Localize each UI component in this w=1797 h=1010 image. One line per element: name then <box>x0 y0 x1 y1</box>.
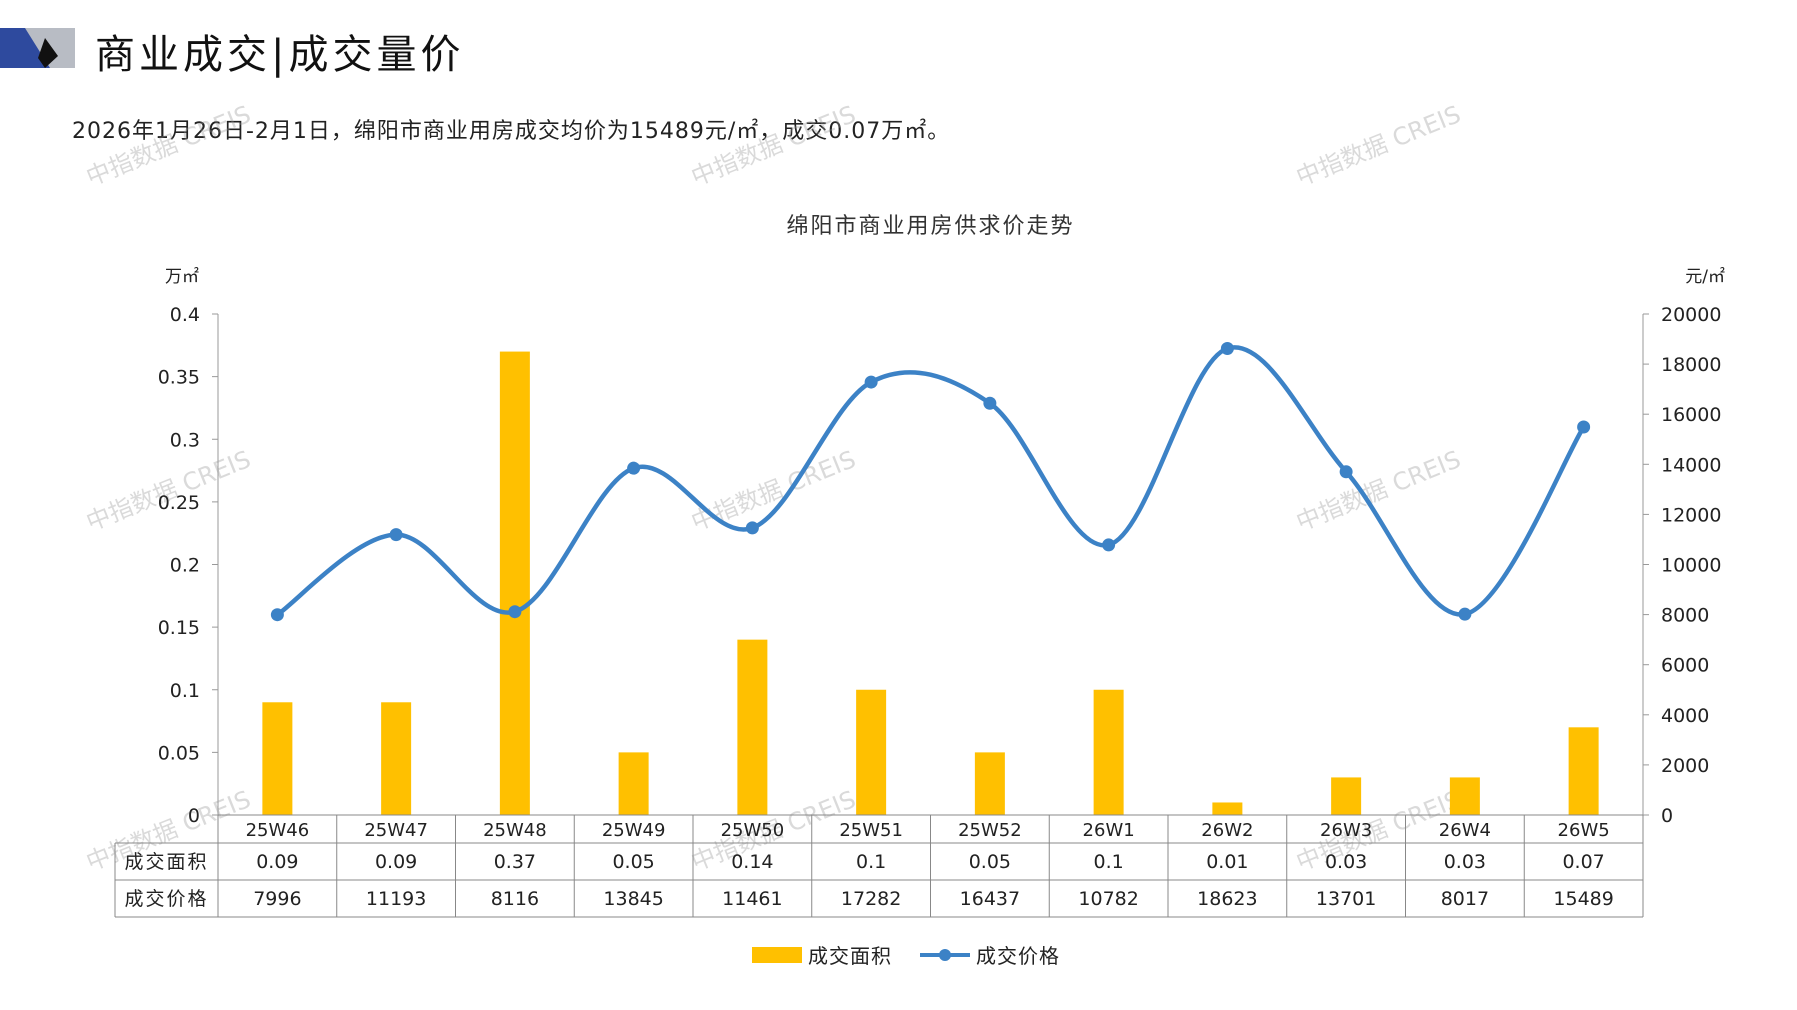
category-label: 26W1 <box>1083 820 1135 841</box>
price-point-26W2 <box>1220 341 1234 355</box>
table-cell: 18623 <box>1197 888 1257 910</box>
y-left-tick-label: 0.4 <box>170 304 200 326</box>
table-row-label: 成交价格 <box>124 888 208 910</box>
y-left-tick-label: 0.1 <box>170 680 200 702</box>
category-label: 25W50 <box>721 820 785 841</box>
y-left-unit-label: 万㎡ <box>165 267 199 287</box>
y-right-tick-label: 2000 <box>1661 755 1709 777</box>
logo-dark-shape <box>38 38 58 68</box>
table-cell: 7996 <box>253 888 301 910</box>
y-left-tick-label: 0.2 <box>170 555 200 577</box>
table-cell: 11461 <box>722 888 782 910</box>
price-point-25W51 <box>864 375 878 389</box>
y-right-tick-label: 6000 <box>1661 655 1709 677</box>
legend-bar-swatch <box>752 947 802 963</box>
table-cell: 16437 <box>960 888 1020 910</box>
table-cell: 0.03 <box>1444 851 1486 873</box>
bar-25W48 <box>499 351 530 815</box>
table-cell: 13845 <box>603 888 663 910</box>
table-row-label: 成交面积 <box>124 851 208 873</box>
table-cell: 0.09 <box>256 851 298 873</box>
y-left-tick-label: 0.15 <box>158 617 200 639</box>
bar-25W49 <box>618 752 649 815</box>
summary-text: 2026年1月26日-2月1日，绵阳市商业用房成交均价为15489元/㎡，成交0… <box>72 119 951 144</box>
y-right-tick-label: 14000 <box>1661 454 1721 476</box>
price-point-25W46 <box>270 608 284 622</box>
category-label: 25W49 <box>602 820 666 841</box>
table-cell: 0.14 <box>731 851 773 873</box>
bar-25W50 <box>737 639 768 815</box>
y-right-tick-label: 16000 <box>1661 404 1721 426</box>
category-label: 26W4 <box>1439 820 1491 841</box>
y-right-tick-label: 12000 <box>1661 504 1721 526</box>
table-cell: 8017 <box>1441 888 1489 910</box>
price-line <box>276 345 1586 617</box>
table-cell: 0.1 <box>1094 851 1124 873</box>
category-label: 25W51 <box>839 820 903 841</box>
bar-25W51 <box>856 689 887 815</box>
table-cell: 11193 <box>366 888 426 910</box>
category-label: 25W47 <box>364 820 428 841</box>
category-label: 25W52 <box>958 820 1022 841</box>
table-cell: 0.05 <box>612 851 654 873</box>
bar-25W47 <box>381 702 412 815</box>
legend-label-price: 成交价格 <box>976 944 1060 968</box>
table-cell: 17282 <box>841 888 901 910</box>
bar-26W5 <box>1568 727 1599 815</box>
table-cell: 8116 <box>491 888 539 910</box>
price-point-25W52 <box>983 396 997 410</box>
price-point-26W1 <box>1102 538 1116 552</box>
brand-logo <box>0 28 75 68</box>
y-right-unit-label: 元/㎡ <box>1685 267 1725 287</box>
table-cell: 0.09 <box>375 851 417 873</box>
price-point-25W50 <box>745 521 759 535</box>
y-left-tick-label: 0.35 <box>158 367 200 389</box>
price-point-25W47 <box>389 528 403 542</box>
page-title: 商业成交|成交量价 <box>95 32 465 78</box>
y-left-tick-label: 0 <box>188 805 200 827</box>
bar-26W1 <box>1093 689 1124 815</box>
price-point-26W4 <box>1458 607 1472 621</box>
table-cell: 10782 <box>1078 888 1138 910</box>
price-point-26W3 <box>1339 465 1353 479</box>
price-point-25W49 <box>627 461 641 475</box>
price-point-26W5 <box>1577 420 1591 434</box>
y-left-tick-label: 0.3 <box>170 429 200 451</box>
y-left-tick-label: 0.05 <box>158 742 200 764</box>
bar-25W46 <box>262 702 293 815</box>
y-right-tick-label: 10000 <box>1661 555 1721 577</box>
chart-title: 绵阳市商业用房供求价走势 <box>786 214 1074 239</box>
bar-25W52 <box>974 752 1005 815</box>
table-cell: 15489 <box>1553 888 1613 910</box>
logo-blue-shape <box>0 28 50 68</box>
y-right-tick-label: 4000 <box>1661 705 1709 727</box>
price-point-25W48 <box>508 605 522 619</box>
y-right-tick-label: 18000 <box>1661 354 1721 376</box>
category-label: 25W48 <box>483 820 547 841</box>
bar-26W4 <box>1449 777 1480 815</box>
table-cell: 0.01 <box>1206 851 1248 873</box>
y-right-tick-label: 20000 <box>1661 304 1721 326</box>
category-label: 26W2 <box>1201 820 1253 841</box>
category-label: 25W46 <box>246 820 310 841</box>
category-label: 26W5 <box>1558 820 1610 841</box>
table-cell: 0.03 <box>1325 851 1367 873</box>
legend-label-area: 成交面积 <box>808 944 892 968</box>
bar-26W3 <box>1331 777 1362 815</box>
bar-26W2 <box>1212 802 1243 815</box>
table-cell: 0.05 <box>969 851 1011 873</box>
table-cell: 0.37 <box>494 851 536 873</box>
table-cell: 13701 <box>1316 888 1376 910</box>
y-left-tick-label: 0.25 <box>158 492 200 514</box>
table-cell: 0.07 <box>1562 851 1604 873</box>
y-right-tick-label: 0 <box>1661 805 1673 827</box>
y-right-tick-label: 8000 <box>1661 605 1709 627</box>
table-cell: 0.1 <box>856 851 886 873</box>
category-label: 26W3 <box>1320 820 1372 841</box>
legend-line-marker <box>939 949 951 961</box>
